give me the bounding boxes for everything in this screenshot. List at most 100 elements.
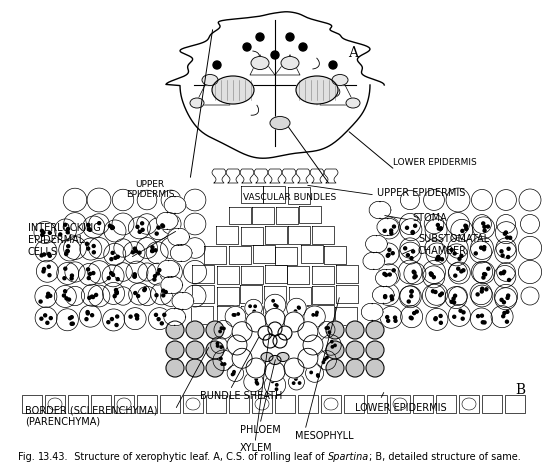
Circle shape [112, 213, 134, 235]
Circle shape [268, 322, 282, 336]
Circle shape [451, 219, 473, 241]
Circle shape [232, 322, 252, 342]
Polygon shape [156, 213, 178, 230]
Circle shape [485, 288, 488, 291]
Circle shape [377, 283, 399, 306]
Polygon shape [289, 287, 311, 305]
Ellipse shape [296, 76, 338, 104]
Circle shape [483, 321, 486, 324]
Circle shape [161, 214, 181, 234]
Polygon shape [240, 266, 262, 284]
Circle shape [112, 189, 134, 211]
Circle shape [89, 214, 109, 234]
Circle shape [183, 261, 206, 283]
Circle shape [110, 225, 114, 228]
Circle shape [114, 263, 132, 282]
Circle shape [287, 298, 306, 318]
Circle shape [157, 318, 160, 321]
Circle shape [330, 340, 333, 343]
Circle shape [298, 306, 300, 308]
Circle shape [213, 350, 233, 370]
Circle shape [94, 294, 98, 296]
Circle shape [487, 267, 490, 270]
Circle shape [470, 241, 492, 263]
Polygon shape [216, 287, 238, 305]
Circle shape [390, 295, 393, 298]
Circle shape [429, 272, 432, 275]
Polygon shape [212, 169, 226, 183]
Circle shape [328, 331, 330, 333]
Polygon shape [268, 169, 282, 183]
Circle shape [227, 365, 244, 382]
Circle shape [232, 348, 252, 368]
Circle shape [42, 268, 46, 270]
Circle shape [315, 313, 318, 316]
Circle shape [434, 290, 437, 294]
Circle shape [386, 319, 390, 322]
Circle shape [458, 257, 461, 260]
Circle shape [161, 286, 181, 307]
Circle shape [326, 359, 344, 377]
Circle shape [388, 273, 391, 276]
Circle shape [401, 306, 423, 328]
Circle shape [394, 319, 397, 322]
Circle shape [49, 317, 52, 319]
Circle shape [104, 244, 126, 265]
Circle shape [446, 213, 469, 236]
Circle shape [387, 253, 390, 257]
Circle shape [453, 315, 456, 318]
Circle shape [450, 248, 453, 251]
Circle shape [223, 363, 226, 365]
Circle shape [486, 225, 489, 228]
Circle shape [327, 327, 329, 329]
Circle shape [111, 273, 115, 276]
Circle shape [110, 257, 113, 261]
Bar [252, 395, 272, 413]
Circle shape [425, 239, 443, 257]
Circle shape [143, 288, 147, 290]
Polygon shape [229, 246, 251, 264]
Circle shape [128, 217, 150, 239]
Circle shape [317, 350, 337, 370]
Circle shape [116, 315, 119, 318]
Circle shape [87, 188, 111, 212]
Circle shape [298, 322, 318, 342]
Circle shape [136, 225, 139, 228]
Polygon shape [288, 187, 310, 204]
Circle shape [481, 321, 484, 324]
Circle shape [69, 317, 71, 319]
Circle shape [151, 283, 173, 305]
Circle shape [166, 359, 184, 377]
Polygon shape [226, 169, 240, 183]
Circle shape [220, 357, 222, 360]
Circle shape [264, 294, 285, 316]
Circle shape [399, 286, 421, 308]
Circle shape [448, 238, 468, 258]
Circle shape [520, 214, 540, 233]
Circle shape [400, 213, 421, 235]
Circle shape [326, 321, 344, 339]
Circle shape [518, 260, 542, 284]
Circle shape [233, 370, 235, 373]
Circle shape [390, 298, 394, 300]
Polygon shape [361, 303, 383, 321]
Circle shape [495, 284, 518, 307]
Circle shape [434, 318, 437, 321]
Circle shape [86, 312, 89, 315]
Circle shape [317, 374, 319, 376]
Polygon shape [265, 306, 287, 324]
Circle shape [151, 246, 154, 249]
Circle shape [103, 282, 125, 305]
Polygon shape [335, 307, 357, 325]
Circle shape [98, 222, 100, 225]
Circle shape [163, 313, 166, 316]
Circle shape [440, 227, 442, 230]
Circle shape [160, 261, 182, 283]
Circle shape [496, 189, 517, 210]
Polygon shape [324, 246, 346, 264]
Text: BORDER (SCLERENCHYMA)
(PARENCHYMA): BORDER (SCLERENCHYMA) (PARENCHYMA) [25, 405, 158, 427]
Circle shape [430, 273, 433, 276]
Text: VASCULAR BUNDLES: VASCULAR BUNDLES [243, 193, 337, 202]
Text: LOWER EPIDERMIS: LOWER EPIDERMIS [393, 158, 477, 167]
Bar [160, 395, 180, 413]
